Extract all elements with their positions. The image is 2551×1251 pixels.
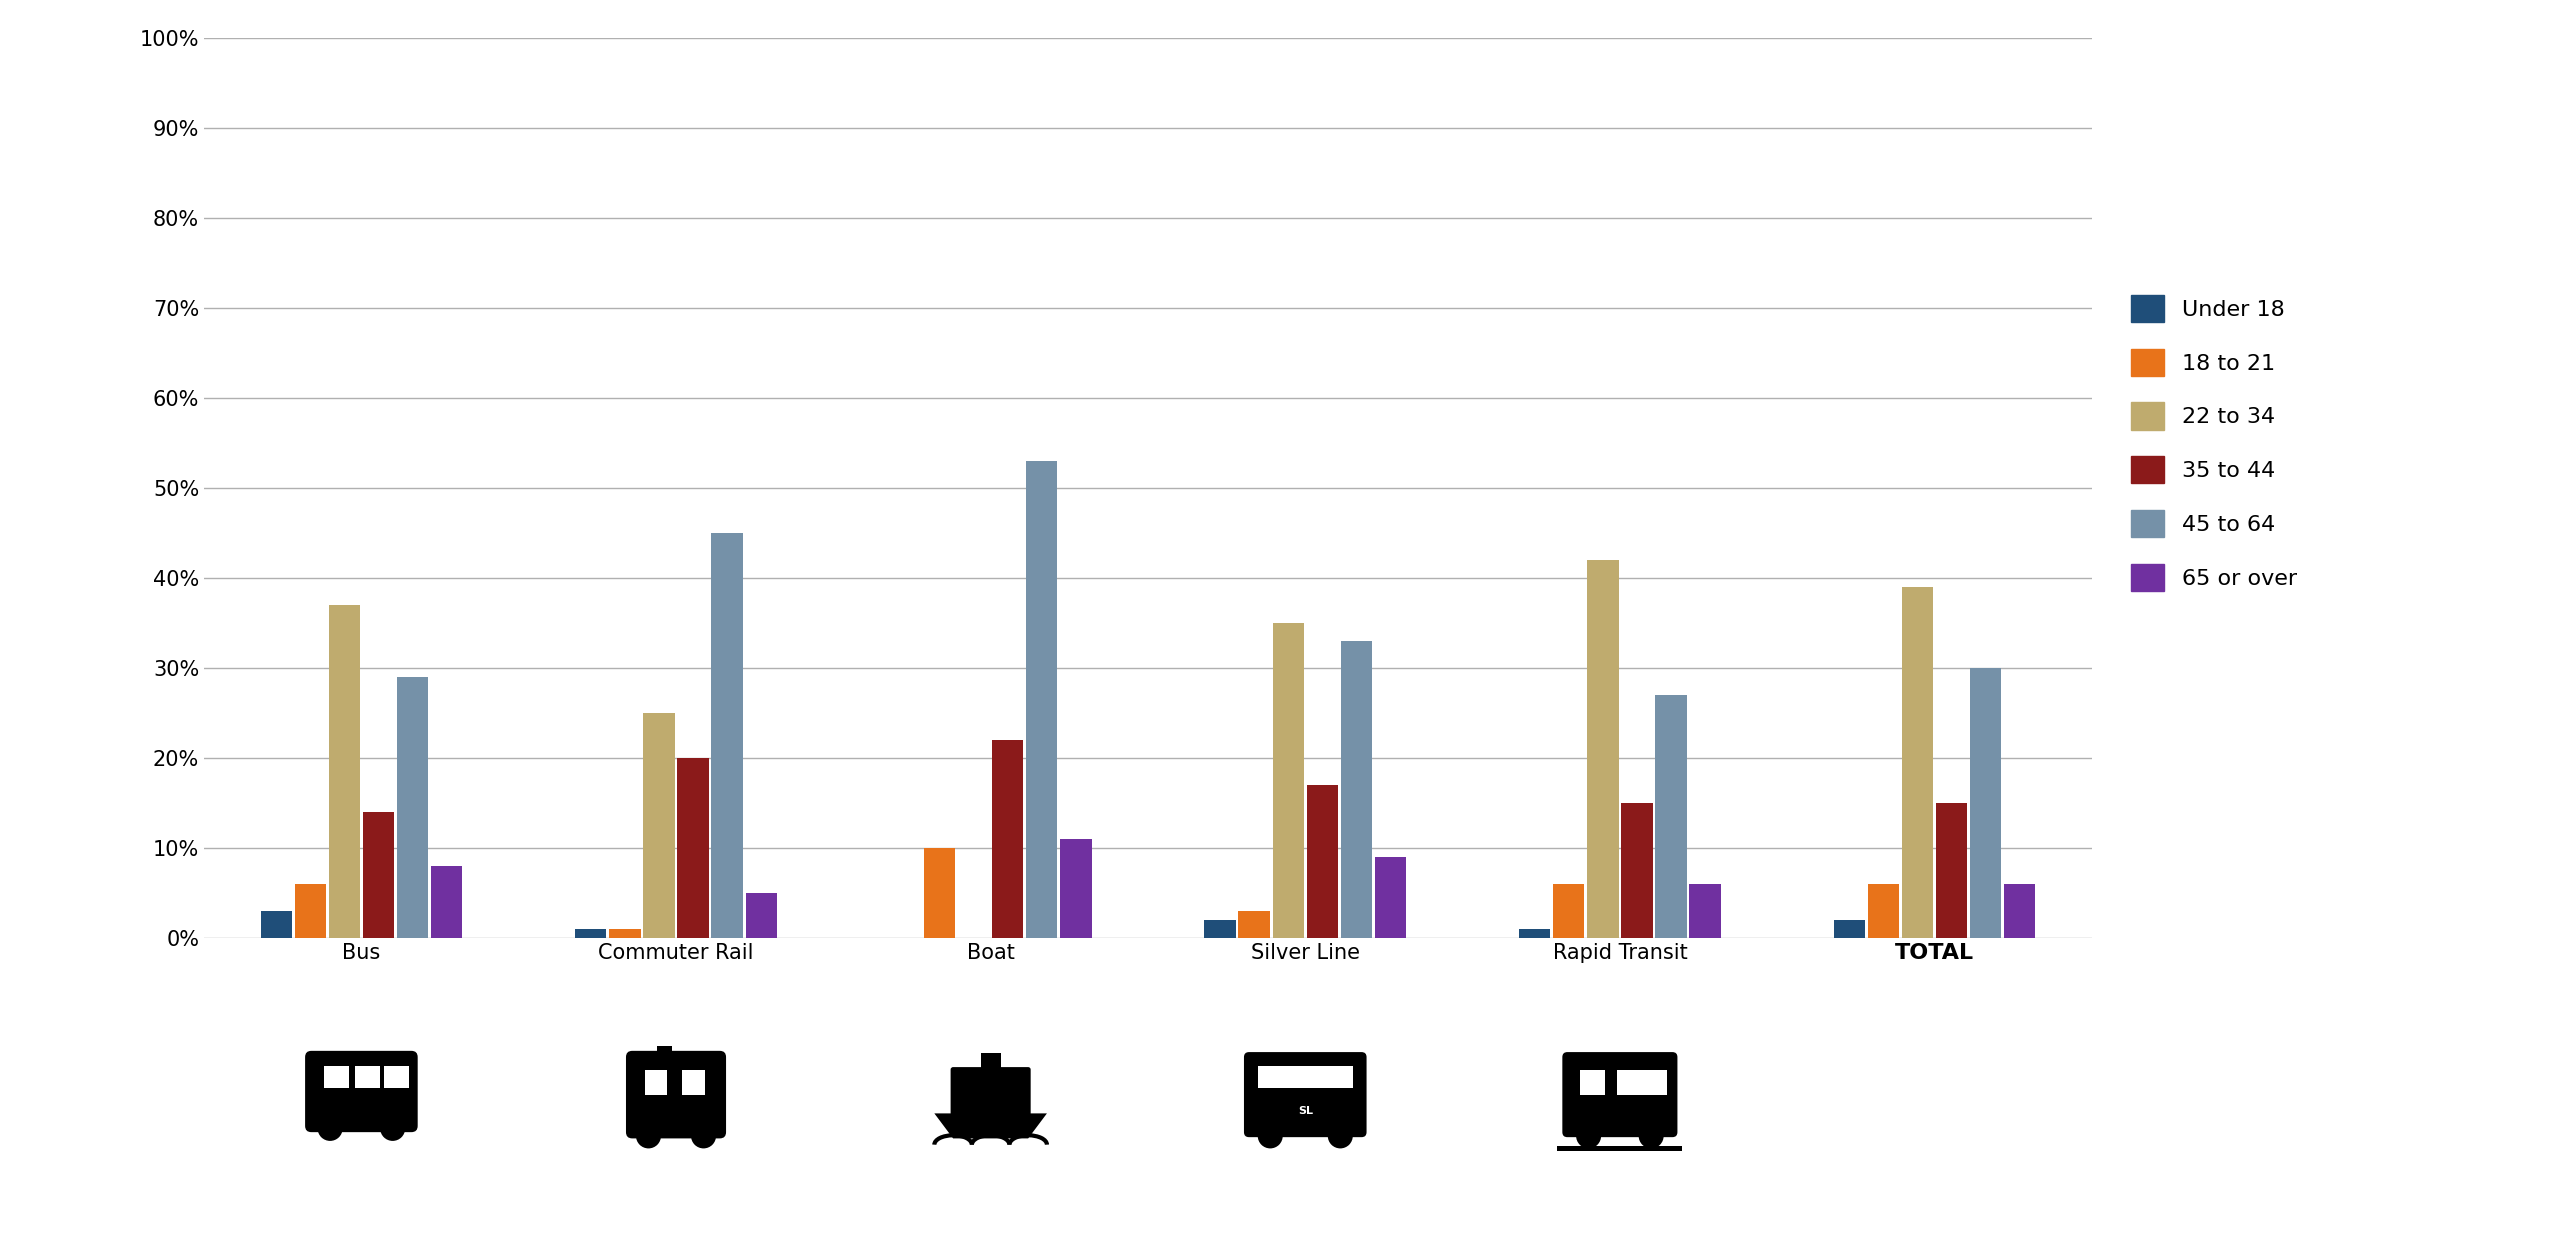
Bar [1643,1070,1668,1095]
FancyBboxPatch shape [1561,1052,1679,1137]
Bar [431,866,462,938]
Bar [1258,1066,1352,1088]
Bar [1936,803,1967,938]
Circle shape [1327,1123,1352,1148]
Bar [1903,587,1934,938]
Bar [1204,921,1235,938]
Bar [293,884,327,938]
Circle shape [1638,1123,1663,1148]
Bar [610,929,640,938]
Bar [679,758,709,938]
Bar [1579,1070,1605,1095]
Bar [329,605,360,938]
Bar [745,893,778,938]
Bar [980,1053,1000,1072]
Bar [1342,641,1372,938]
Circle shape [691,1123,717,1148]
Bar [398,677,429,938]
FancyBboxPatch shape [952,1067,1031,1116]
Bar [1867,884,1898,938]
Bar [712,533,742,938]
Bar [658,1046,673,1061]
Legend: Under 18, 18 to 21, 22 to 34, 35 to 44, 45 to 64, 65 or over: Under 18, 18 to 21, 22 to 34, 35 to 44, … [2122,286,2306,599]
Bar [1273,623,1304,938]
Bar [1061,839,1092,938]
Circle shape [319,1116,342,1141]
Bar [1689,884,1722,938]
Bar [260,911,291,938]
Bar [1518,929,1551,938]
Bar [992,741,1023,938]
Bar [643,713,673,938]
Bar [324,1066,349,1088]
Bar [1617,1070,1643,1095]
Bar [1556,1146,1684,1151]
Bar [1969,668,2003,938]
Circle shape [380,1116,406,1141]
Circle shape [635,1123,661,1148]
Text: SL: SL [1298,1106,1314,1116]
Bar [1306,786,1337,938]
Bar [1622,803,1653,938]
Bar [645,1070,668,1095]
Bar [1834,921,1865,938]
FancyBboxPatch shape [625,1051,727,1138]
Bar [1375,857,1406,938]
PathPatch shape [934,1113,1046,1138]
Bar [355,1066,380,1088]
Bar [1237,911,1270,938]
FancyBboxPatch shape [1245,1052,1367,1137]
Bar [383,1066,408,1088]
Bar [1587,560,1617,938]
Bar [2005,884,2036,938]
Circle shape [1577,1123,1602,1148]
Bar [574,929,607,938]
Bar [681,1070,704,1095]
Bar [362,812,393,938]
Bar [1656,696,1686,938]
Circle shape [1258,1123,1283,1148]
Bar [1026,460,1059,938]
FancyBboxPatch shape [306,1051,418,1132]
Bar [1554,884,1584,938]
Bar [923,848,954,938]
